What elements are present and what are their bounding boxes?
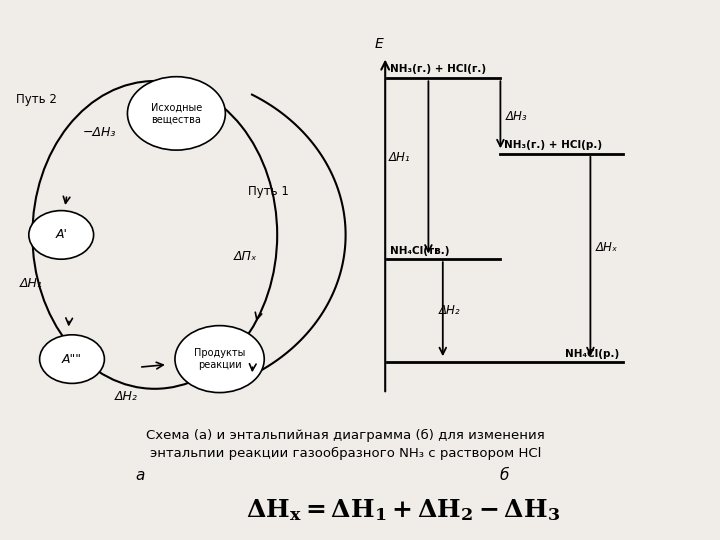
Text: а: а [135, 468, 145, 483]
Text: NH₄Cl(р.): NH₄Cl(р.) [565, 348, 619, 359]
Text: NH₃(г.) + HCl(р.): NH₃(г.) + HCl(р.) [504, 139, 602, 150]
Text: Схема (а) и энтальпийная диаграмма (б) для изменения
энтальпии реакции газообраз: Схема (а) и энтальпийная диаграмма (б) д… [146, 429, 545, 461]
Circle shape [175, 326, 264, 393]
Text: А': А' [55, 228, 67, 241]
Text: ΔH₂: ΔH₂ [439, 304, 461, 317]
Text: ΔH₁: ΔH₁ [389, 151, 410, 165]
Text: ΔH₁: ΔH₁ [20, 277, 43, 290]
Text: NH₄Cl(тв.): NH₄Cl(тв.) [390, 246, 449, 256]
Text: б: б [499, 468, 509, 483]
Text: −ΔH₃: −ΔH₃ [83, 126, 116, 139]
Circle shape [127, 77, 225, 150]
Text: Путь 2: Путь 2 [16, 93, 57, 106]
Text: ΔH₂: ΔH₂ [114, 390, 138, 403]
Text: ΔΠₓ: ΔΠₓ [234, 250, 257, 263]
Text: Продукты
реакции: Продукты реакции [194, 348, 246, 370]
Text: ΔH₃: ΔH₃ [506, 110, 528, 123]
Circle shape [40, 335, 104, 383]
Text: NH₃(г.) + HCl(г.): NH₃(г.) + HCl(г.) [390, 64, 486, 74]
Text: Путь 1: Путь 1 [248, 185, 289, 198]
Text: А"": А"" [62, 353, 82, 366]
Text: $\mathbf{\Delta H_x = \Delta H_1 + \Delta H_2 - \Delta H_3}$: $\mathbf{\Delta H_x = \Delta H_1 + \Delt… [246, 497, 560, 523]
Text: ΔHₓ: ΔHₓ [596, 240, 618, 254]
Text: Исходные
вещества: Исходные вещества [150, 103, 202, 124]
Text: E: E [375, 37, 384, 51]
Circle shape [29, 211, 94, 259]
